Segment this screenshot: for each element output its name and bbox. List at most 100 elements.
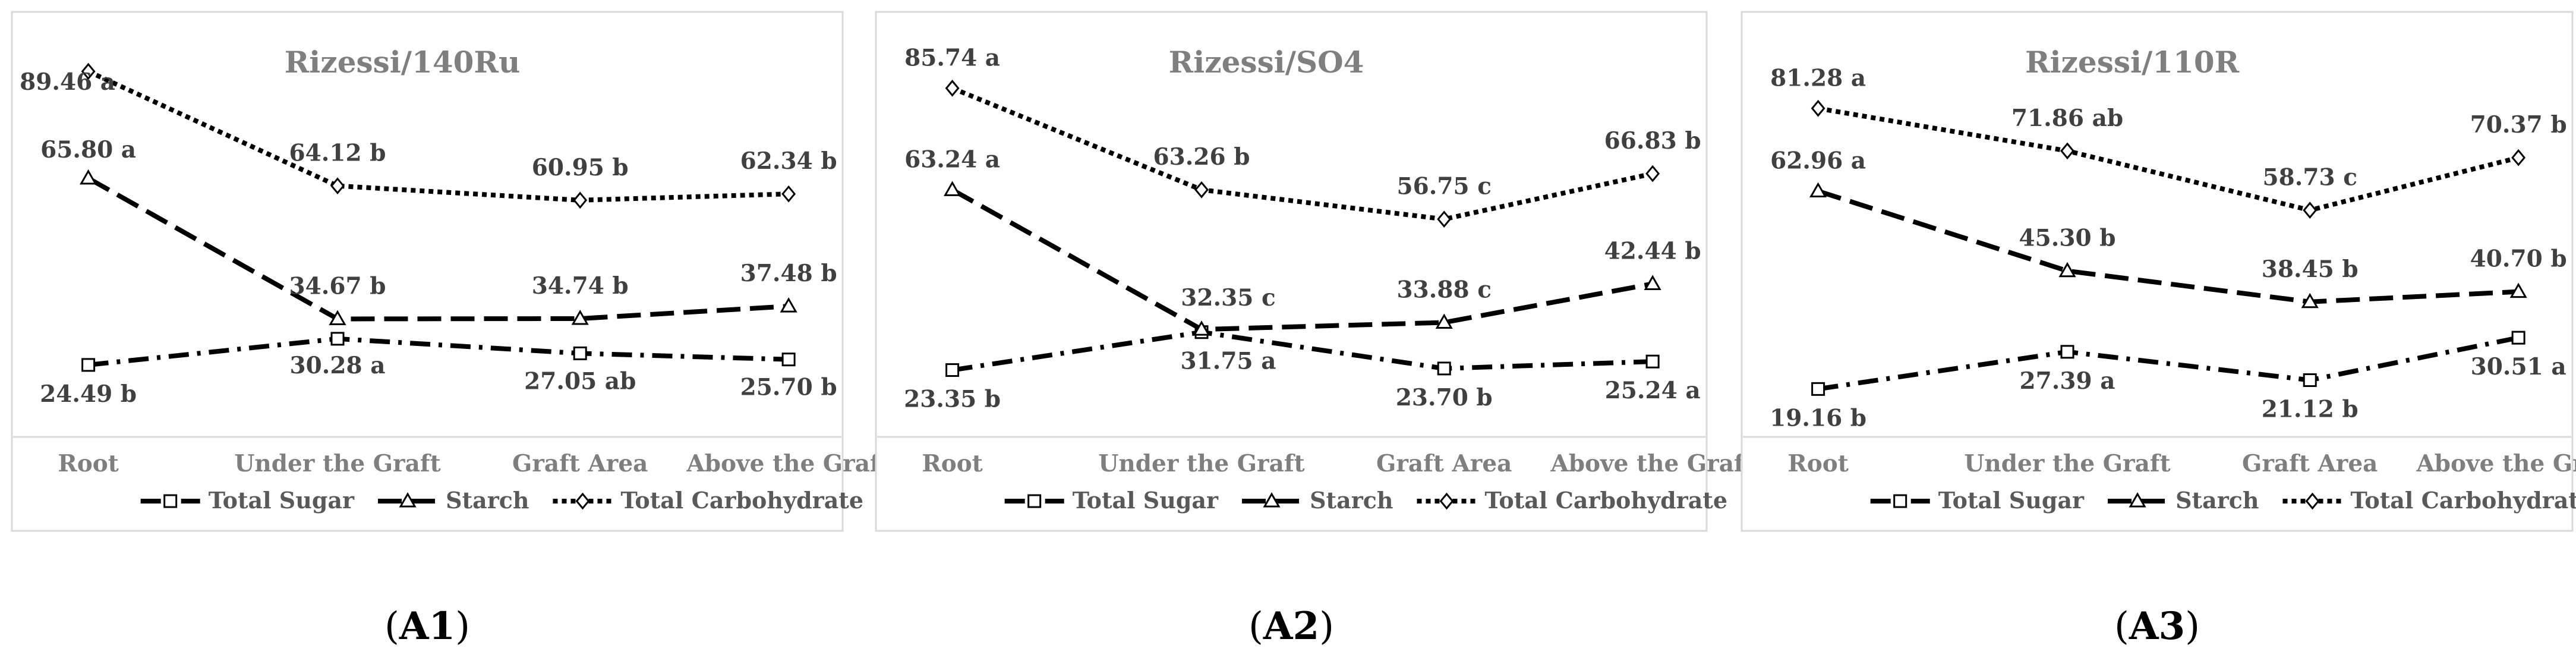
panel-label: (A1) [384,604,470,649]
data-point-total-sugar [573,346,587,360]
x-tick-label: Under the Graft [1964,450,2170,477]
legend-marker-starch [1263,492,1281,508]
data-label-total-sugar: 19.16 b [1770,404,1866,432]
data-point-total-carbohydrate [1437,210,1452,228]
data-label-total-carbohydrate: 64.12 b [289,140,386,167]
data-label-starch: 62.96 a [1770,147,1866,175]
series-line-total-sugar [88,336,789,367]
series-total-sugar: 24.49 b 30.28 a 27.05 ab 25.70 b [40,332,837,408]
series-line-total-carbohydrate [951,86,1653,222]
data-label-starch: 63.24 a [904,146,1000,173]
data-point-starch [1644,275,1661,290]
data-label-total-carbohydrate: 60.95 b [532,154,629,181]
chart-panel-a1: Rizessi/140Ru Root Under the Graft Graft Ar… [11,11,891,532]
legend-marker-total-carbohydrate [1439,492,1454,510]
data-label-starch: 65.80 a [40,136,136,163]
data-point-total-carbohydrate [2511,149,2526,166]
panel-label: (A2) [1248,604,1334,649]
series-total-sugar: 23.35 b 31.75 a 23.70 b 25.24 a [904,325,1701,413]
data-point-total-carbohydrate [945,80,960,97]
series-total-sugar: 19.16 b 27.39 a 21.12 b 30.51 a [1770,331,2566,432]
chart-frame [11,11,844,532]
data-label-starch: 33.88 c [1397,276,1492,304]
data-label-total-carbohydrate: 71.86 ab [2011,105,2123,132]
data-label-total-carbohydrate: 89.46 a [20,68,115,96]
series-line-total-carbohydrate [87,69,789,203]
x-tick-label: Above the Graft [686,450,890,477]
data-point-total-sugar [330,332,345,346]
data-label-total-carbohydrate: 58.73 c [2263,164,2357,191]
data-point-starch [944,181,961,196]
x-tick-label: Graft Area [2242,450,2378,477]
legend-marker-starch [2129,492,2146,508]
legend-label-total-carbohydrate: Total Carbohydrate [2350,487,2576,514]
legend-marker-total-sugar [1027,494,1042,508]
panel-label: (A3) [2114,604,2200,649]
chart-title: Rizessi/SO4 [1169,45,1364,80]
data-point-starch [1435,313,1453,329]
data-label-total-sugar: 21.12 b [2262,395,2359,423]
data-point-total-sugar [1437,361,1451,376]
data-point-starch [329,310,346,326]
data-label-total-carbohydrate: 70.37 b [2470,111,2567,139]
data-point-total-carbohydrate [2303,202,2318,219]
data-label-total-carbohydrate: 63.26 b [1153,143,1250,171]
series-line-total-sugar [1818,335,2519,392]
series-line-starch [951,187,1653,332]
data-point-total-sugar [1811,382,1825,396]
data-label-total-sugar: 30.51 a [2471,353,2566,380]
data-label-total-sugar: 30.28 a [290,352,386,379]
legend-label-total-sugar: Total Sugar [1938,487,2085,514]
data-label-total-carbohydrate: 66.83 b [1604,127,1701,155]
series-starch: 63.24 a 32.35 c 33.88 c 42.44 b [904,146,1701,336]
data-point-starch [1193,320,1210,336]
series-starch: 62.96 a 45.30 b 38.45 b 40.70 b [1770,147,2567,309]
data-label-total-sugar: 25.24 a [1605,377,1701,404]
legend-label-starch: Starch [1310,487,1393,514]
data-label-total-sugar: 31.75 a [1181,348,1276,375]
series-line-total-sugar [952,329,1653,373]
legend-label-starch: Starch [446,487,529,514]
legend-marker-starch [399,492,417,508]
data-label-starch: 34.67 b [289,273,386,300]
data-point-total-sugar [2511,331,2525,345]
chart-frame [1741,11,2574,532]
data-label-starch: 34.74 b [532,272,629,300]
data-point-starch [80,169,97,185]
series-line-starch [87,176,789,322]
data-label-total-sugar: 25.70 b [740,374,837,401]
legend-marker-total-carbohydrate [2305,492,2320,510]
data-point-starch [780,297,797,313]
legend-marker-total-carbohydrate [575,492,590,510]
chart-panel-a3: Rizessi/110R Root Under the Graft Graft Are… [1741,11,2576,532]
data-label-starch: 37.48 b [740,260,837,287]
data-point-total-carbohydrate [81,62,96,80]
data-point-total-sugar [945,363,960,377]
x-tick-label: Under the Graft [234,450,440,477]
chart-title: Rizessi/140Ru [285,45,521,80]
data-point-starch [571,309,589,325]
data-label-total-sugar: 23.70 b [1396,384,1493,411]
x-tick-label: Root [1787,450,1848,477]
data-label-total-sugar: 24.49 b [40,380,137,408]
x-tick-label: Above the Graft [1550,450,1754,477]
legend-label-total-carbohydrate: Total Carbohydrate [1484,487,1727,514]
legend: Total Sugar Starch Total Carbohydrate [1004,487,1727,514]
data-label-starch: 38.45 b [2262,256,2359,283]
series-total-carbohydrate: 81.28 a 71.86 ab 58.73 c 70.37 b [1770,64,2567,219]
data-point-total-carbohydrate [2060,142,2074,160]
chart-title: Rizessi/110R [2025,45,2240,80]
data-point-total-sugar [2060,345,2074,359]
data-point-starch [2301,292,2319,309]
legend: Total Sugar Starch Total Carbohydrate [140,487,863,514]
data-label-total-sugar: 23.35 b [904,386,1001,413]
data-label-total-sugar: 27.05 ab [524,367,636,395]
data-label-total-carbohydrate: 81.28 a [1770,64,1866,92]
data-label-starch: 45.30 b [2019,225,2116,252]
data-point-total-sugar [1645,354,1660,369]
data-point-total-carbohydrate [573,191,588,209]
data-point-total-carbohydrate [330,177,345,195]
data-point-starch [1809,182,1827,198]
legend: Total Sugar Starch Total Carbohydrate [1870,487,2576,514]
